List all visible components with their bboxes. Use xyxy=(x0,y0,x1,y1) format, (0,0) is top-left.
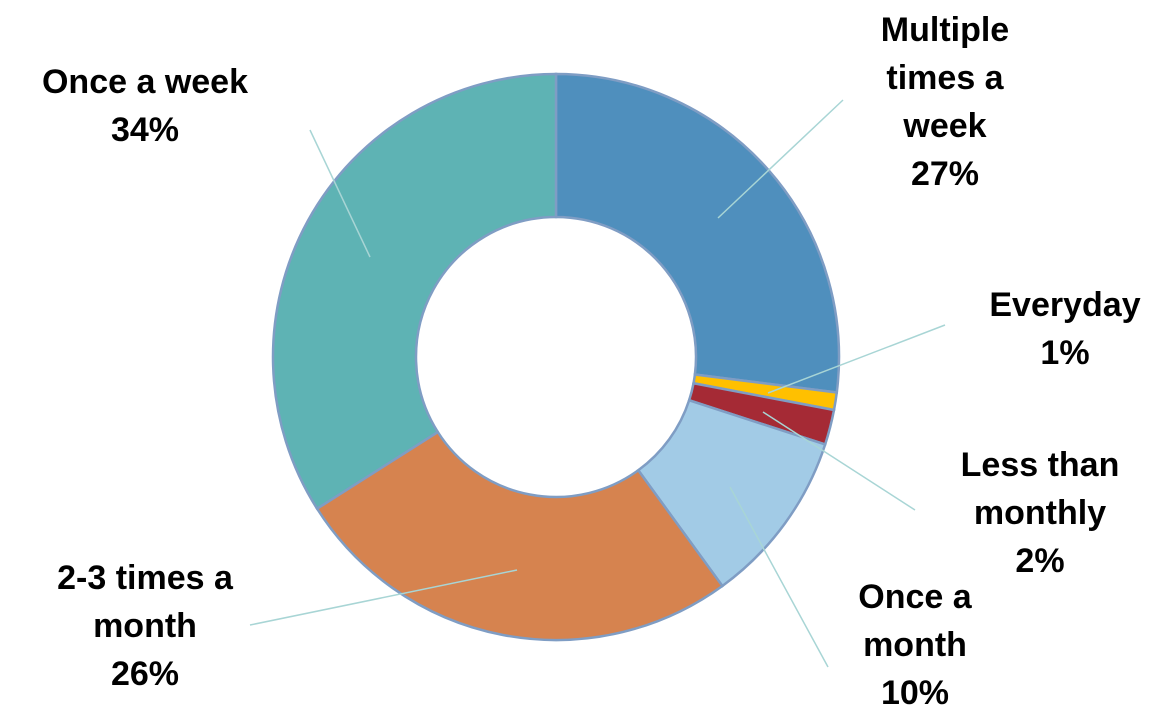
leader-line xyxy=(717,99,844,219)
data-label: Everyday 1% xyxy=(970,281,1158,377)
donut-slice xyxy=(554,72,841,394)
leader-line xyxy=(309,129,371,258)
category-label: Once a month xyxy=(858,578,972,664)
leader-line xyxy=(249,569,518,626)
data-label: Once a week 34% xyxy=(0,58,295,154)
value-label: 2% xyxy=(1015,542,1065,580)
category-label: Everyday xyxy=(989,286,1141,324)
value-label: 27% xyxy=(910,155,980,193)
value-label: 26% xyxy=(110,655,180,693)
category-label: Less than monthly xyxy=(960,446,1120,532)
data-label: Once a month 10% xyxy=(830,573,1000,717)
leader-line xyxy=(762,411,916,511)
donut-slice xyxy=(271,72,558,511)
value-label: 34% xyxy=(110,111,180,149)
value-label: 1% xyxy=(1040,334,1090,372)
data-label: Multiple times a week 27% xyxy=(860,6,1030,198)
category-label: Multiple times a week xyxy=(880,11,1010,145)
data-label: 2-3 times a month 26% xyxy=(45,554,245,698)
leader-line xyxy=(729,486,829,668)
category-label: 2-3 times a month xyxy=(57,559,233,645)
value-label: 10% xyxy=(880,674,950,712)
category-label: Once a week xyxy=(41,63,248,101)
donut-slice xyxy=(315,430,725,642)
leader-line xyxy=(767,324,946,394)
data-label: Less than monthly 2% xyxy=(935,441,1145,585)
